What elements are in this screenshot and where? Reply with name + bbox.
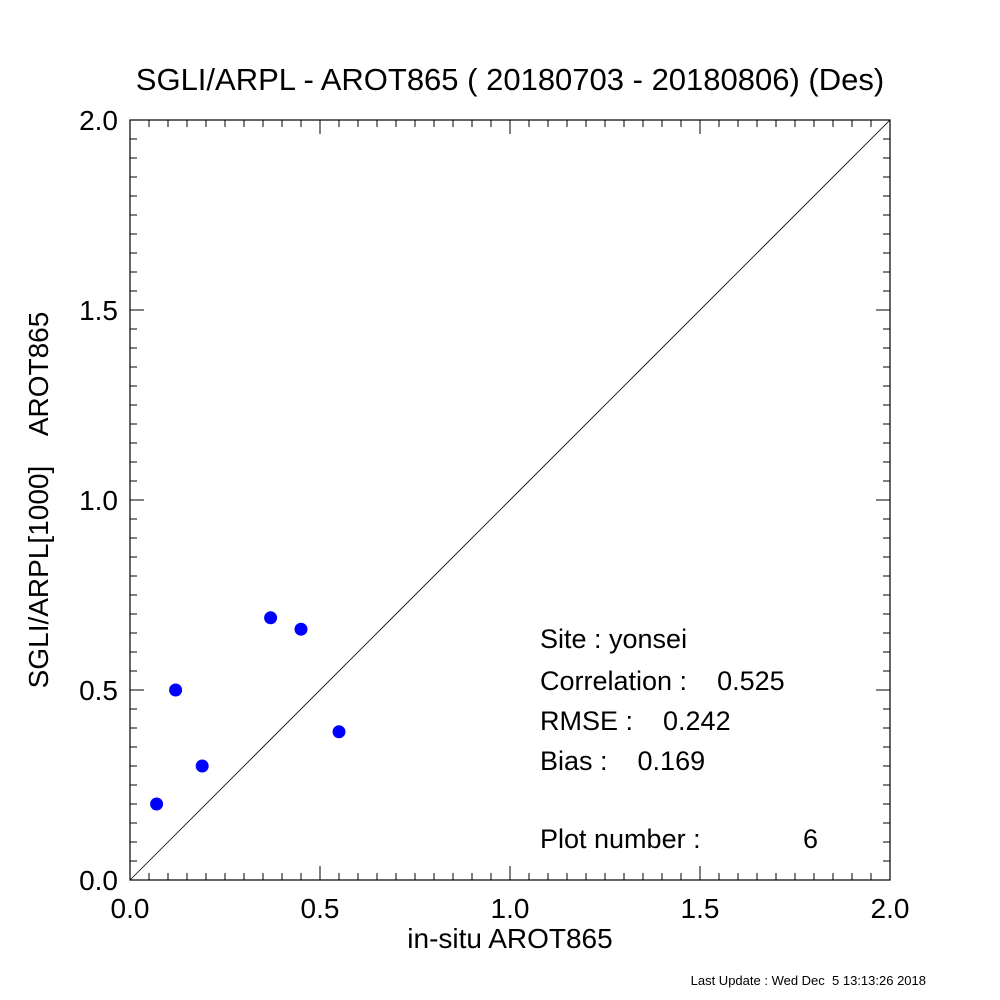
x-tick-label: 2.0 (871, 893, 910, 924)
data-points (150, 611, 346, 811)
y-tick-label: 0.5 (79, 675, 118, 706)
x-tick-label: 1.0 (491, 893, 530, 924)
stats-site: Site : yonsei (540, 624, 687, 654)
data-point (169, 683, 183, 697)
stats-box: Site : yonsei Correlation : 0.525 RMSE :… (540, 624, 818, 854)
data-point (294, 622, 308, 636)
stats-plot-number-value: 6 (803, 824, 818, 854)
stats-rmse: RMSE : 0.242 (540, 706, 731, 736)
x-tick-label: 0.0 (111, 893, 150, 924)
tick-labels: 0.0 0.5 1.0 1.5 2.0 0.0 0.5 1.0 1.5 2.0 (79, 105, 909, 924)
stats-bias: Bias : 0.169 (540, 746, 705, 776)
one-to-one-line (129, 119, 891, 881)
y-tick-label: 1.5 (79, 295, 118, 326)
x-tick-label: 0.5 (301, 893, 340, 924)
y-tick-label: 0.0 (79, 865, 118, 896)
data-point (264, 611, 278, 625)
x-tick-label: 1.5 (681, 893, 720, 924)
stats-correlation: Correlation : 0.525 (540, 666, 785, 696)
data-point (332, 725, 346, 739)
y-tick-label: 1.0 (79, 485, 118, 516)
data-point (150, 797, 164, 811)
y-tick-label: 2.0 (79, 105, 118, 136)
stats-plot-number-label: Plot number : (540, 824, 701, 854)
y-axis-label: SGLI/ARPL[1000] AROT865 (23, 312, 54, 689)
x-axis-label: in-situ AROT865 (407, 923, 612, 954)
tick-marks (129, 119, 891, 881)
data-point (195, 759, 209, 773)
last-update-footer: Last Update : Wed Dec 5 13:13:26 2018 (691, 973, 926, 988)
reference-line-group (129, 119, 891, 881)
chart-title: SGLI/ARPL - AROT865 ( 20180703 - 2018080… (136, 62, 884, 97)
